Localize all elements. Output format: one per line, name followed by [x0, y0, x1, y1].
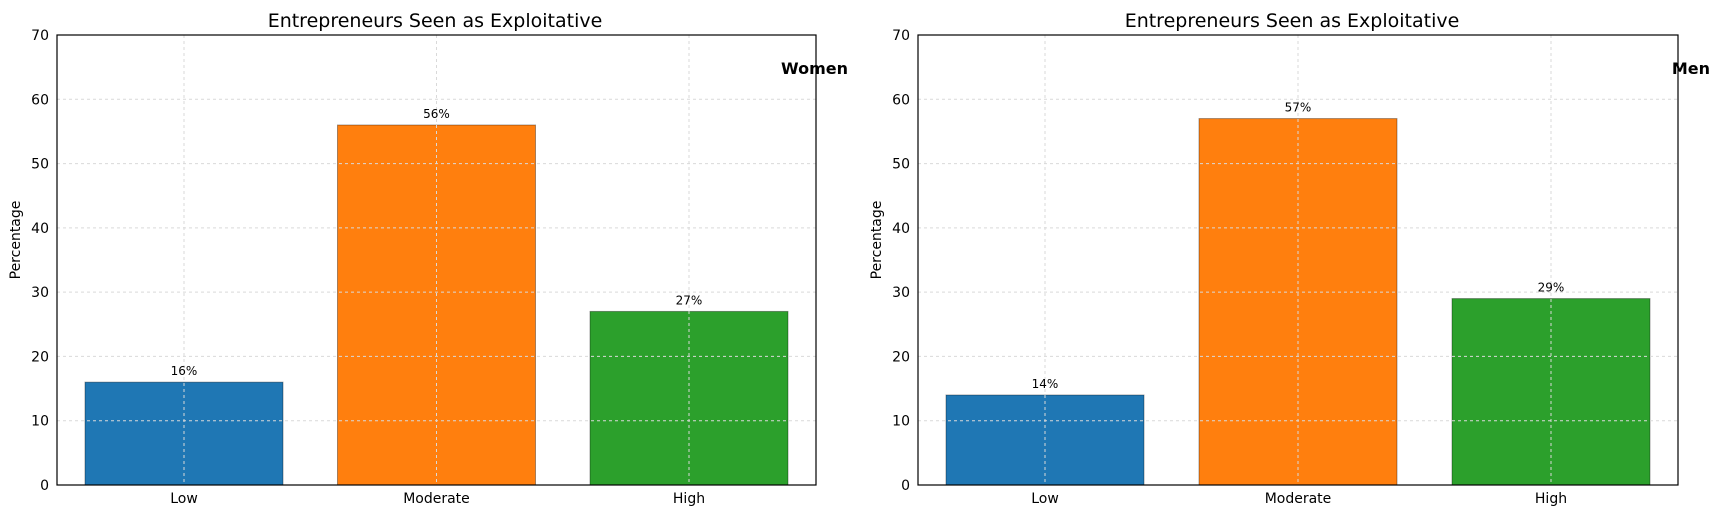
- chart-men: Entrepreneurs Seen as Exploitative 14% 57…: [869, 10, 1710, 507]
- y-tick-label: 10: [31, 414, 49, 430]
- bars: [945, 118, 1651, 486]
- y-tick-label: 20: [31, 349, 49, 365]
- x-tick-labels: Low Moderate High: [170, 491, 705, 507]
- y-tick-label: 60: [892, 92, 910, 108]
- chart-title: Entrepreneurs Seen as Exploitative: [268, 10, 603, 32]
- x-tick-labels: Low Moderate High: [1031, 491, 1567, 507]
- chart-women: Entrepreneurs Seen as Exploitative 16% 56…: [8, 10, 848, 507]
- panel-annotation: Men: [1672, 59, 1710, 78]
- data-label: 16%: [171, 364, 198, 378]
- x-tick-label: High: [673, 491, 705, 507]
- y-tick-label: 40: [31, 221, 49, 237]
- y-tick-label: 70: [892, 28, 910, 44]
- data-label: 14%: [1032, 377, 1059, 391]
- chart-title: Entrepreneurs Seen as Exploitative: [1125, 10, 1460, 32]
- data-label: 29%: [1538, 281, 1565, 295]
- y-tick-label: 40: [892, 221, 910, 237]
- axes-box: [917, 34, 1679, 486]
- x-tick-label: Low: [170, 491, 198, 507]
- y-tick-label: 0: [901, 478, 910, 494]
- y-tick-labels: 0 10 20 30 40 50 60 70: [31, 28, 49, 494]
- data-labels: 14% 57% 29%: [1032, 101, 1565, 391]
- y-tick-label: 30: [892, 285, 910, 301]
- axes-frame: [56, 34, 817, 486]
- y-tick-label: 60: [31, 92, 49, 108]
- y-tick-label: 10: [892, 414, 910, 430]
- data-label: 56%: [423, 107, 450, 121]
- x-tick-label: Moderate: [1265, 491, 1332, 507]
- axes-box: [56, 34, 817, 486]
- x-gridlines: [183, 35, 690, 485]
- x-gridlines: [1044, 35, 1552, 485]
- y-tick-label: 20: [892, 349, 910, 365]
- y-axis-label: Percentage: [869, 201, 885, 280]
- x-tick-label: Low: [1031, 491, 1059, 507]
- x-tick-label: Moderate: [403, 491, 470, 507]
- y-axis-label: Percentage: [8, 201, 24, 280]
- axes-frame: [917, 34, 1679, 486]
- y-tick-label: 70: [31, 28, 49, 44]
- data-label: 27%: [676, 293, 703, 307]
- y-tick-label: 30: [31, 285, 49, 301]
- y-tick-label: 50: [892, 157, 910, 173]
- data-labels: 16% 56% 27%: [171, 107, 703, 378]
- data-label: 57%: [1285, 101, 1312, 115]
- y-tick-label: 0: [40, 478, 49, 494]
- x-tick-label: High: [1535, 491, 1567, 507]
- y-tick-label: 50: [31, 157, 49, 173]
- y-tick-labels: 0 10 20 30 40 50 60 70: [892, 28, 910, 494]
- panel-annotation: Women: [781, 59, 848, 78]
